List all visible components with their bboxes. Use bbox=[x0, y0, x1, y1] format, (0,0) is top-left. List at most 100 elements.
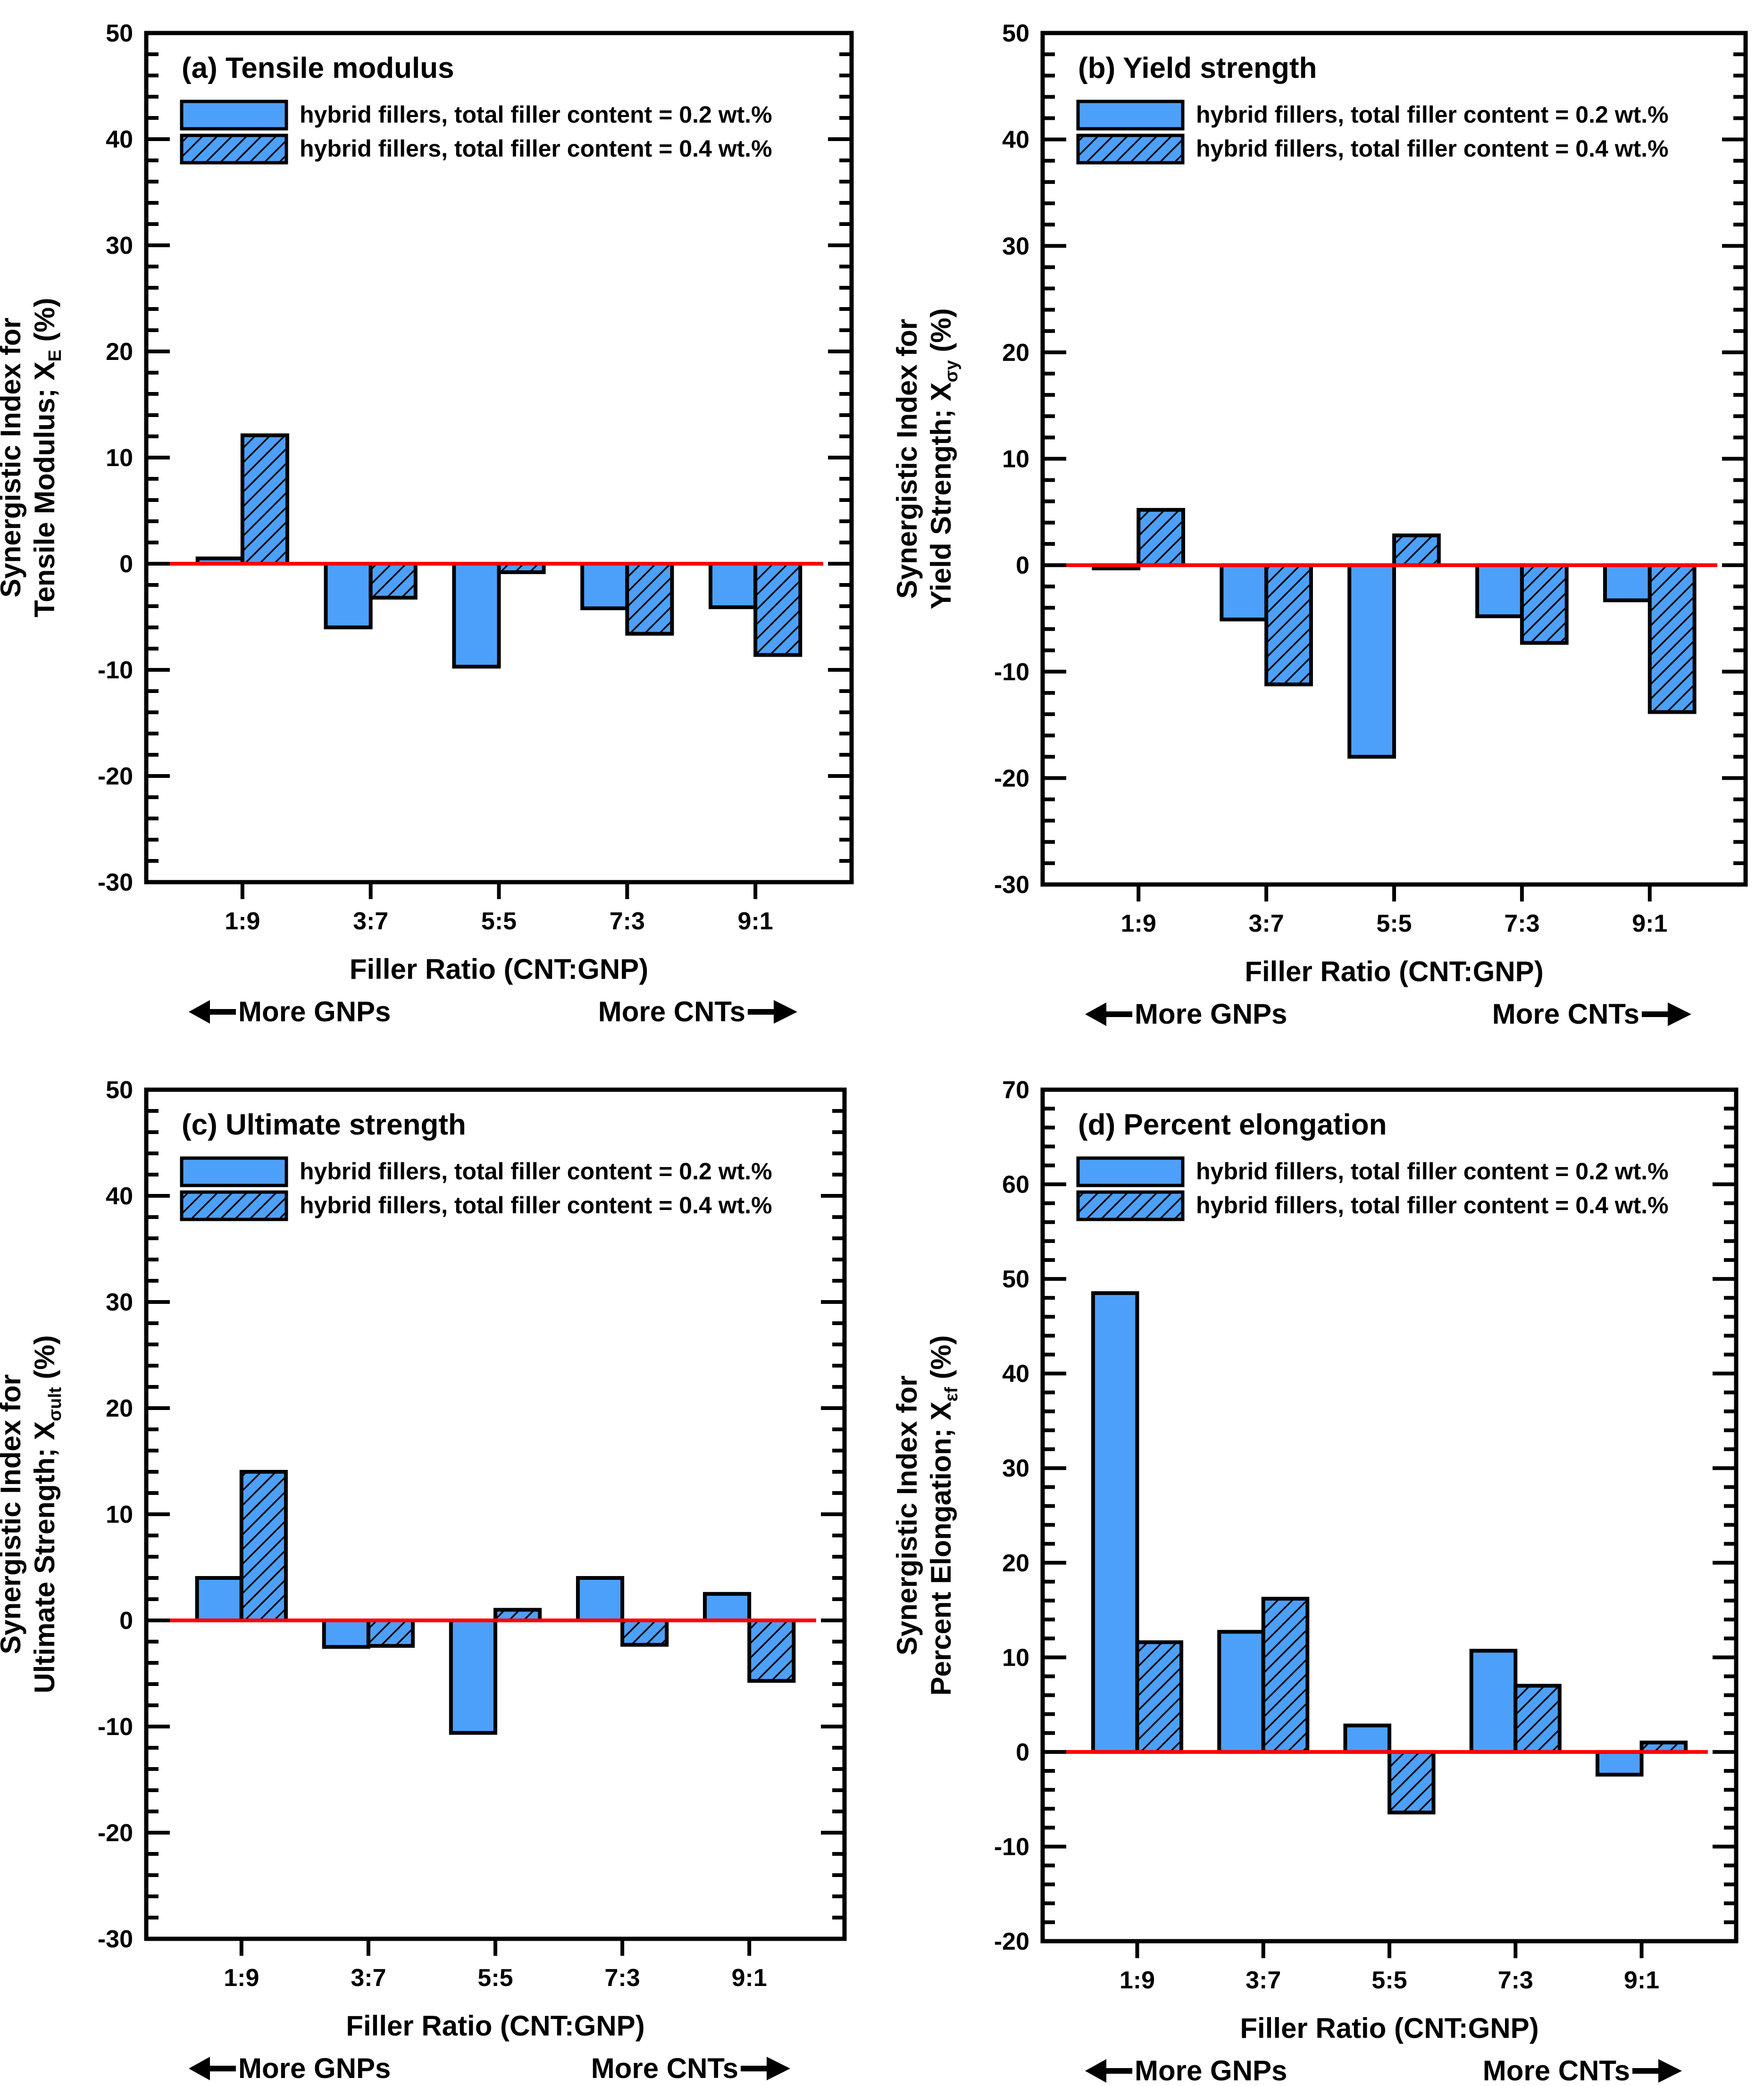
legend-label-c-0: hybrid fillers, total filler content = 0… bbox=[300, 1158, 772, 1185]
xtick-label-d: 9:1 bbox=[1624, 1967, 1659, 1994]
ytick-label-c: -20 bbox=[98, 1819, 133, 1847]
ytick-label-d: 60 bbox=[1002, 1171, 1029, 1199]
bar-c-s0-7:3 bbox=[576, 1576, 625, 1622]
ytick-label-c: 0 bbox=[119, 1607, 133, 1635]
left-arrow-icon bbox=[189, 1000, 210, 1024]
y-axis-label-line2: Percent Elongation; Xεf (%) bbox=[925, 1335, 961, 1695]
chart-title-d: (d) Percent elongation bbox=[1078, 1109, 1387, 1141]
bar-d-s0-5:5 bbox=[1343, 1723, 1392, 1754]
left-arrow-icon bbox=[189, 2057, 210, 2080]
ytick-label-a: 20 bbox=[106, 338, 133, 366]
y-axis-label-sub: σy bbox=[942, 360, 961, 382]
xtick-label-d: 1:9 bbox=[1120, 1967, 1155, 1994]
right-arrow-icon bbox=[774, 1000, 797, 1024]
legend-label-b-0: hybrid fillers, total filler content = 0… bbox=[1196, 101, 1669, 128]
bar-b-s0-5:5 bbox=[1347, 563, 1396, 759]
bar-d-s1-7:3 bbox=[1513, 1684, 1562, 1754]
ytick-label-d: -10 bbox=[994, 1833, 1029, 1861]
xtick-label-b: 3:7 bbox=[1249, 910, 1284, 937]
xtick-label-b: 7:3 bbox=[1504, 910, 1539, 937]
ytick-label-a: -20 bbox=[98, 763, 133, 790]
bar-a-s0-9:1 bbox=[709, 562, 758, 609]
y-axis-label-main: Percent Elongation; X bbox=[925, 1402, 957, 1695]
ytick-label-a: 50 bbox=[106, 20, 133, 47]
bar-a-s1-9:1 bbox=[753, 562, 803, 657]
ytick-label-c: 10 bbox=[106, 1501, 133, 1528]
x-axis-label-d: Filler Ratio (CNT:GNP) bbox=[1240, 2012, 1538, 2044]
left-note-a: More GNPs bbox=[238, 996, 391, 1027]
right-arrow-icon bbox=[1658, 2059, 1682, 2083]
bar-c-s0-5:5 bbox=[449, 1619, 497, 1735]
legend-swatch-d-1 bbox=[1076, 1190, 1185, 1221]
panel-d: -20 -10 0 10 20 30 40 50 60 70 1:9 3:7 5:5 7:3 9:1 (d) … bbox=[891, 1076, 1739, 2086]
legend-swatch-b-0 bbox=[1076, 100, 1185, 131]
bar-d-s0-3:7 bbox=[1217, 1630, 1265, 1754]
left-arrow-icon bbox=[1085, 2059, 1106, 2083]
x-axis-label-b: Filler Ratio (CNT:GNP) bbox=[1245, 956, 1543, 987]
ytick-label-d: 30 bbox=[1002, 1455, 1029, 1482]
bar-c-s0-9:1 bbox=[703, 1592, 752, 1622]
ytick-label-d: 0 bbox=[1016, 1739, 1029, 1766]
ytick-label-b: 40 bbox=[1002, 126, 1029, 154]
right-note-b: More CNTs bbox=[1492, 998, 1639, 1030]
ytick-label-a: -30 bbox=[98, 869, 133, 896]
bar-a-s0-3:7 bbox=[324, 562, 373, 629]
left-note-c: More GNPs bbox=[238, 2053, 391, 2084]
legend-label-a-1: hybrid fillers, total filler content = 0… bbox=[300, 135, 772, 162]
ytick-label-a: -10 bbox=[98, 657, 133, 684]
ytick-label-a: 40 bbox=[106, 126, 133, 153]
ytick-label-d: 40 bbox=[1002, 1360, 1029, 1388]
bar-b-s1-1:9 bbox=[1137, 508, 1186, 567]
y-axis-label-main: Tensile Modulus; X bbox=[29, 362, 60, 617]
xtick-label-d: 5:5 bbox=[1371, 1967, 1407, 1994]
y-axis-label-main: Ultimate Strength; X bbox=[29, 1421, 60, 1694]
left-note-b: More GNPs bbox=[1135, 998, 1287, 1030]
xtick-label-c: 9:1 bbox=[732, 1964, 767, 1992]
ytick-label-d: 10 bbox=[1002, 1644, 1029, 1671]
y-axis-label-d: Synergistic Index for Percent Elongation;… bbox=[891, 1335, 961, 1695]
ytick-label-b: 0 bbox=[1016, 552, 1029, 579]
legend-swatch-a-0 bbox=[180, 100, 288, 131]
bar-d-s1-3:7 bbox=[1261, 1596, 1310, 1754]
ytick-label-a: 0 bbox=[119, 551, 133, 578]
ytick-label-d: 70 bbox=[1002, 1076, 1029, 1104]
panels: -30 -20 -10 0 10 20 30 40 50 1:9 3:7 5:5 7:3 9:1 (a) T… bbox=[0, 20, 1748, 2086]
xtick-label-c: 3:7 bbox=[351, 1964, 386, 1992]
ytick-label-a: 10 bbox=[106, 444, 133, 472]
chart-title-c: (c) Ultimate strength bbox=[182, 1109, 466, 1141]
bar-c-s1-3:7 bbox=[366, 1619, 415, 1648]
bar-b-s0-3:7 bbox=[1220, 563, 1269, 622]
right-arrow-icon bbox=[1668, 1002, 1691, 1026]
y-axis-label-line1: Synergistic Index for bbox=[891, 319, 923, 599]
legend-label-b-1: hybrid fillers, total filler content = 0… bbox=[1196, 135, 1669, 162]
xtick-label-d: 3:7 bbox=[1246, 1967, 1281, 1994]
bar-a-s1-7:3 bbox=[625, 562, 674, 636]
bar-d-s0-7:3 bbox=[1469, 1649, 1518, 1754]
bar-c-s0-3:7 bbox=[322, 1619, 370, 1649]
legend-swatch-d-0 bbox=[1076, 1156, 1185, 1187]
left-arrow-icon bbox=[1085, 1002, 1106, 1026]
y-axis-label-unit: (%) bbox=[925, 1335, 957, 1387]
y-axis-label-sub: E bbox=[45, 350, 65, 361]
y-axis-label-sub: εf bbox=[942, 1387, 961, 1402]
y-axis-label-main: Yield Strength; X bbox=[925, 382, 957, 609]
legend-label-d-1: hybrid fillers, total filler content = 0… bbox=[1196, 1192, 1669, 1218]
bar-b-s1-7:3 bbox=[1520, 563, 1569, 645]
bar-d-s0-1:9 bbox=[1091, 1291, 1139, 1754]
panel-b: -30 -20 -10 0 10 20 30 40 50 1:9 3:7 5:5 7:3 9:1 (b) Y… bbox=[891, 20, 1748, 1030]
bar-c-s1-9:1 bbox=[747, 1619, 796, 1683]
ytick-label-d: -20 bbox=[994, 1928, 1029, 1955]
legend-swatch-b-1 bbox=[1076, 134, 1185, 165]
y-axis-label-unit: (%) bbox=[29, 1335, 60, 1387]
ytick-label-b: -20 bbox=[994, 765, 1029, 792]
y-axis-label-line2: Ultimate Strength; Xσult (%) bbox=[29, 1335, 65, 1693]
xtick-label-b: 5:5 bbox=[1376, 910, 1412, 937]
legend-swatch-c-1 bbox=[180, 1190, 288, 1221]
bar-d-s1-5:5 bbox=[1388, 1750, 1436, 1815]
x-axis-label-a: Filler Ratio (CNT:GNP) bbox=[350, 953, 648, 985]
ytick-label-b: 30 bbox=[1002, 233, 1029, 260]
y-axis-label-unit: (%) bbox=[925, 308, 957, 360]
